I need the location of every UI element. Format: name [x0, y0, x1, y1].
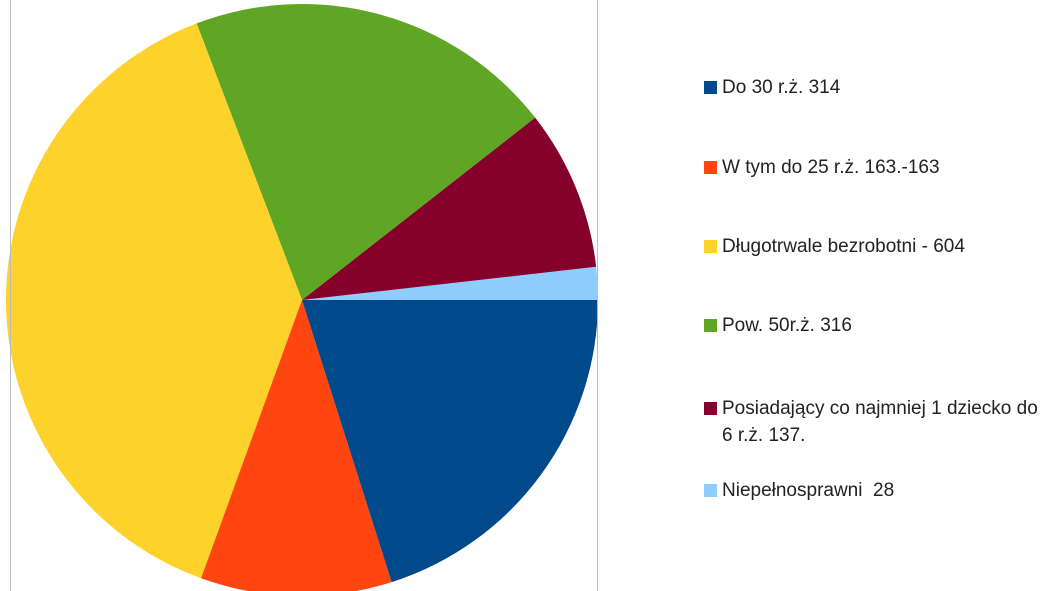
- pie-slice: [196, 4, 536, 301]
- legend-entry: Do 30 r.ż. 314: [704, 74, 1042, 101]
- pie-slice: [5, 23, 302, 579]
- legend-entry: W tym do 25 r.ż. 163.-163: [704, 154, 1042, 181]
- legend-label: W tym do 25 r.ż. 163.-163: [722, 157, 940, 178]
- legend-label: Do 30 r.ż. 314: [722, 77, 841, 98]
- legend-entry: Posiadający co najmniej 1 dziecko do 6 r…: [704, 395, 1042, 449]
- legend-swatch: [704, 402, 717, 415]
- legend-swatch: [704, 319, 717, 332]
- legend-label: Długotrwale bezrobotni - 604: [722, 236, 965, 257]
- legend-entry: Niepełnosprawni 28: [704, 477, 1042, 504]
- legend-swatch: [704, 161, 717, 174]
- pie-slice: [302, 300, 598, 583]
- legend-swatch: [704, 484, 717, 497]
- legend-label: Pow. 50r.ż. 316: [722, 315, 852, 336]
- legend-entry: Pow. 50r.ż. 316: [704, 312, 1042, 339]
- legend-swatch: [704, 81, 717, 94]
- legend-label: Niepełnosprawni 28: [722, 480, 895, 501]
- legend-label: Posiadający co najmniej 1 dziecko do 6 r…: [722, 398, 1044, 446]
- legend-swatch: [704, 240, 717, 253]
- pie-slice: [201, 300, 392, 591]
- pie-slice: [302, 266, 598, 300]
- legend-entry: Długotrwale bezrobotni - 604: [704, 233, 1042, 260]
- pie-slice: [302, 117, 597, 300]
